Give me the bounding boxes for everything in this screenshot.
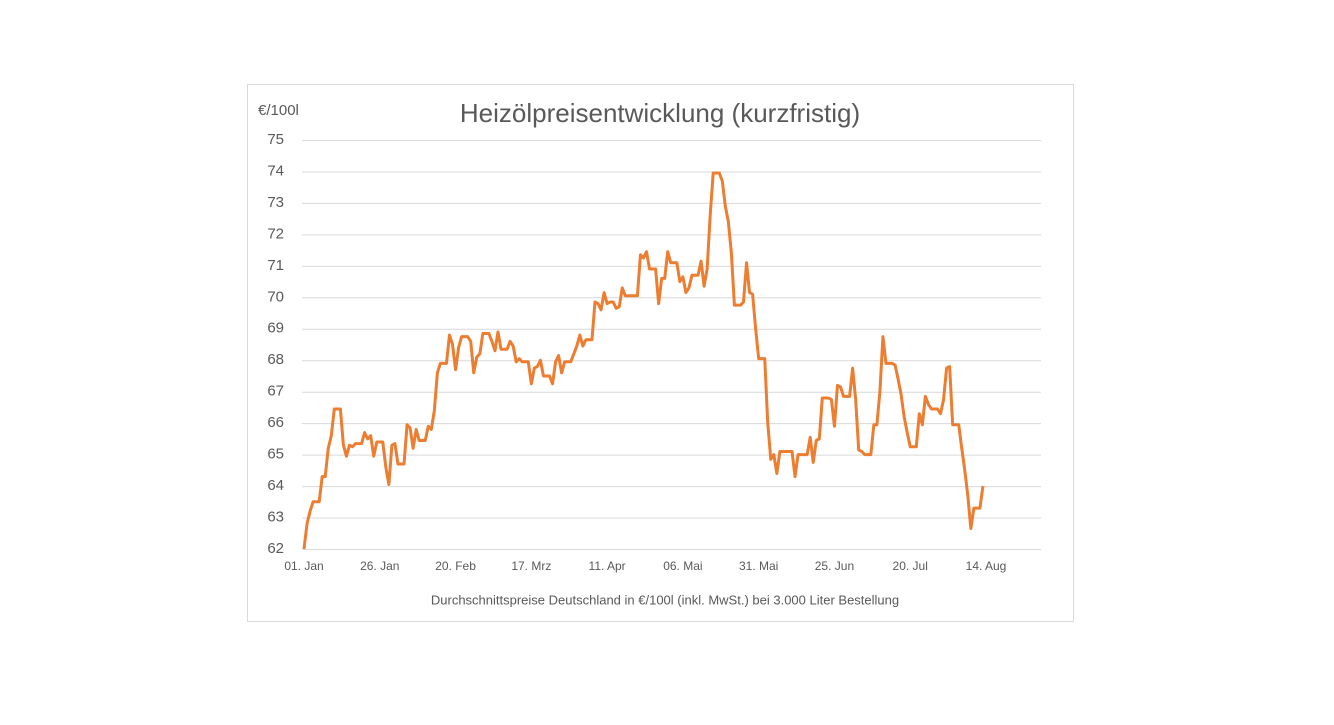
- x-tick-label: 31. Mai: [739, 559, 778, 573]
- y-tick-label: 62: [267, 540, 284, 557]
- y-tick-label: 68: [267, 351, 284, 368]
- chart-frame: [247, 84, 1074, 622]
- y-tick-label: 75: [267, 131, 284, 148]
- chart-title: Heizölpreisentwicklung (kurzfristig): [460, 98, 860, 128]
- y-tick-label: 72: [267, 225, 284, 242]
- y-tick-label: 65: [267, 446, 284, 463]
- price-line: [302, 171, 985, 550]
- y-tick-label: 70: [267, 288, 284, 305]
- x-tick-label: 14. Aug: [966, 559, 1007, 573]
- y-tick-label: 63: [267, 509, 284, 526]
- y-tick-label: 74: [267, 162, 284, 179]
- y-axis-unit: €/100l: [258, 102, 299, 119]
- x-tick-label: 20. Jul: [893, 559, 928, 573]
- y-tick-label: 66: [267, 414, 284, 431]
- x-tick-label: 01. Jan: [284, 559, 323, 573]
- x-axis-title: Durchschnittspreise Deutschland in €/100…: [431, 592, 899, 607]
- y-tick-label: 64: [267, 477, 284, 494]
- x-tick-label: 26. Jan: [360, 559, 399, 573]
- x-tick-label: 06. Mai: [663, 559, 702, 573]
- x-tick-label: 20. Feb: [435, 559, 476, 573]
- y-tick-label: 71: [267, 257, 284, 274]
- x-tick-label: 17. Mrz: [511, 559, 551, 573]
- y-tick-label: 73: [267, 194, 284, 211]
- y-tick-label: 69: [267, 320, 284, 337]
- y-tick-label: 67: [267, 383, 284, 400]
- x-tick-label: 11. Apr: [589, 559, 626, 573]
- x-tick-label: 25. Jun: [815, 559, 854, 573]
